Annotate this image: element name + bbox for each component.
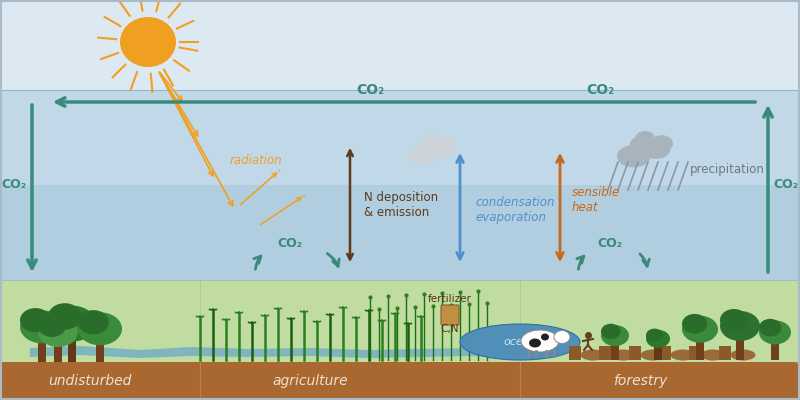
Bar bbox=[736, 338, 744, 360]
Bar bbox=[68, 338, 76, 362]
Ellipse shape bbox=[601, 324, 621, 339]
Bar bbox=[0, 0, 800, 90]
Ellipse shape bbox=[701, 350, 726, 360]
Ellipse shape bbox=[682, 314, 707, 334]
Text: CO₂: CO₂ bbox=[2, 178, 26, 192]
Ellipse shape bbox=[460, 324, 580, 360]
Ellipse shape bbox=[20, 308, 51, 332]
Text: undisturbed: undisturbed bbox=[48, 374, 132, 388]
Ellipse shape bbox=[670, 350, 695, 360]
FancyBboxPatch shape bbox=[441, 305, 459, 325]
Bar bbox=[54, 344, 62, 362]
Bar bbox=[96, 342, 104, 362]
Text: CO₂: CO₂ bbox=[598, 237, 622, 250]
Ellipse shape bbox=[521, 330, 559, 352]
Bar bbox=[719, 346, 731, 360]
Ellipse shape bbox=[720, 311, 760, 341]
Bar bbox=[0, 362, 800, 400]
Ellipse shape bbox=[642, 139, 670, 159]
Text: fertilizer: fertilizer bbox=[428, 294, 472, 304]
Text: CO₂: CO₂ bbox=[774, 178, 798, 192]
Ellipse shape bbox=[541, 334, 549, 340]
Ellipse shape bbox=[430, 141, 454, 158]
Bar bbox=[599, 346, 611, 360]
Text: agriculture: agriculture bbox=[272, 374, 348, 388]
Bar bbox=[0, 90, 800, 185]
Ellipse shape bbox=[120, 17, 176, 67]
Text: condensation
evaporation: condensation evaporation bbox=[475, 196, 554, 224]
Ellipse shape bbox=[759, 319, 782, 336]
Ellipse shape bbox=[437, 138, 456, 152]
Bar bbox=[689, 346, 701, 360]
Text: precipitation: precipitation bbox=[690, 164, 765, 176]
Text: ocean: ocean bbox=[503, 337, 537, 347]
Ellipse shape bbox=[641, 350, 666, 360]
Ellipse shape bbox=[78, 312, 122, 345]
Ellipse shape bbox=[48, 303, 82, 330]
Bar bbox=[611, 344, 619, 360]
Ellipse shape bbox=[720, 309, 748, 331]
Ellipse shape bbox=[38, 315, 66, 337]
Ellipse shape bbox=[630, 136, 655, 154]
Polygon shape bbox=[796, 362, 800, 365]
Ellipse shape bbox=[419, 138, 441, 154]
Ellipse shape bbox=[682, 316, 718, 343]
Bar bbox=[0, 185, 800, 280]
Ellipse shape bbox=[48, 306, 96, 342]
Ellipse shape bbox=[650, 135, 673, 152]
Ellipse shape bbox=[554, 330, 570, 344]
Text: N deposition
& emission: N deposition & emission bbox=[364, 191, 438, 219]
Ellipse shape bbox=[610, 350, 635, 360]
Ellipse shape bbox=[601, 325, 629, 346]
Ellipse shape bbox=[759, 320, 791, 344]
Bar bbox=[771, 342, 779, 360]
Ellipse shape bbox=[408, 146, 437, 165]
Ellipse shape bbox=[635, 131, 654, 145]
Text: CO₂: CO₂ bbox=[356, 83, 384, 97]
Text: forestry: forestry bbox=[613, 374, 667, 388]
Polygon shape bbox=[30, 346, 520, 358]
Bar bbox=[654, 346, 662, 360]
Ellipse shape bbox=[78, 310, 109, 334]
Bar bbox=[0, 280, 800, 362]
Text: CO₂: CO₂ bbox=[586, 83, 614, 97]
Ellipse shape bbox=[730, 350, 755, 360]
Ellipse shape bbox=[581, 350, 606, 360]
Bar bbox=[569, 346, 581, 360]
Ellipse shape bbox=[424, 134, 440, 146]
Text: CO₂: CO₂ bbox=[278, 237, 302, 250]
Bar bbox=[696, 340, 704, 360]
Text: radiation: radiation bbox=[230, 154, 282, 166]
Ellipse shape bbox=[38, 317, 78, 347]
Ellipse shape bbox=[646, 329, 662, 342]
Ellipse shape bbox=[646, 330, 670, 348]
Bar bbox=[38, 340, 46, 362]
Ellipse shape bbox=[20, 310, 64, 343]
Text: sensible
heat: sensible heat bbox=[572, 186, 620, 214]
Ellipse shape bbox=[617, 145, 650, 167]
Bar bbox=[629, 346, 641, 360]
Ellipse shape bbox=[529, 338, 541, 348]
Bar bbox=[659, 346, 671, 360]
Text: C,N: C,N bbox=[441, 324, 459, 334]
